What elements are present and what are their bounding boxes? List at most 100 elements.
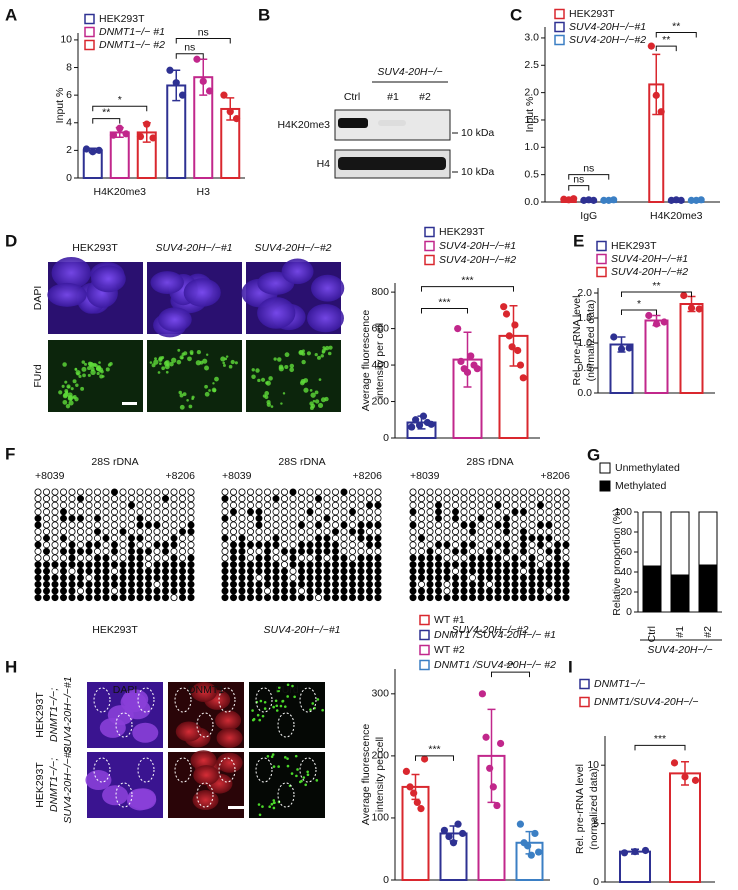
cpg-site [511,488,519,496]
cpg-site [255,594,263,602]
label: DAPI [113,684,138,696]
legend-swatch [554,34,565,46]
cpg-site [170,567,178,575]
data-point [570,195,578,203]
data-point [116,124,124,132]
cpg-site [127,501,135,509]
cpg-site [443,514,451,522]
cpg-site [246,488,254,496]
outline [115,782,133,808]
nucleus [216,727,243,748]
cpg-site [306,594,314,602]
cpg-site [178,534,186,542]
data-point [505,332,513,340]
cpg-site [331,541,339,549]
cpg-site [77,541,85,549]
cpg-site [468,528,476,536]
label: 0 [383,874,389,886]
cpg-site [136,528,144,536]
cpg-site [331,495,339,503]
cpg-site [136,534,144,542]
cpg-site [331,488,339,496]
cpg-site [494,554,502,562]
cpg-site [537,587,545,595]
data-point [500,303,508,311]
legend-swatch [554,8,565,20]
label: 1.5 [524,114,539,126]
cpg-site [314,580,322,588]
micrograph [249,682,325,748]
cpg-site [34,561,42,569]
foci [92,362,97,367]
cpg-site [417,574,425,582]
cpg-site [562,587,570,595]
cpg-site [357,521,365,529]
cpg-site [85,541,93,549]
sig-bracket [634,744,686,751]
foci [65,404,71,409]
cpg-site [434,567,442,575]
data-point [172,79,180,87]
cpg-site [485,495,493,503]
cpg-site [34,534,42,542]
data-point [467,352,475,360]
cpg-site [280,508,288,516]
nucleus [91,265,126,293]
cpg-site [221,574,229,582]
cpg-site [451,514,459,522]
cpg-site [178,567,186,575]
cpg-site [85,521,93,529]
foci [72,396,75,399]
cpg-site [111,561,119,569]
cpg-site [340,547,348,555]
foci [277,357,282,362]
cpg-site [297,574,305,582]
label: 0 [66,172,72,184]
cpg-site [255,567,263,575]
cpg-site [554,554,562,562]
cpg-site [460,501,468,509]
cpg-site [111,567,119,575]
cpg-site [426,580,434,588]
cpg-site [365,567,373,575]
label: HEK293T [99,13,145,25]
cpg-site [238,580,246,588]
cpg-site [340,587,348,595]
cpg-site [434,528,442,536]
cpg-site [537,501,545,509]
cpg-site [460,574,468,582]
cpg-site [34,528,42,536]
bar-segment [670,511,690,576]
cpg-site [94,501,102,509]
cpg-site [417,567,425,575]
cpg-site [102,541,110,549]
error-bar [199,58,208,96]
foci [268,805,271,809]
cpg-site [460,528,468,536]
foci [289,367,295,373]
cpg-site [280,528,288,536]
label: ** [662,34,670,46]
cpg-site [178,528,186,536]
label: Ctrl [646,626,658,642]
cpg-site [520,547,528,555]
cpg-site [562,508,570,516]
label: intensity per cell [374,323,386,398]
cpg-site [153,528,161,536]
data-point [226,108,234,116]
foci [303,387,309,393]
data-point [691,776,700,784]
cpg-site [374,561,382,569]
cpg-site [51,528,59,536]
cpg-site [528,587,536,595]
cpg-site [272,534,280,542]
outline [299,687,317,713]
cpg-site [331,567,339,575]
cpg-site [102,501,110,509]
cpg-site [77,514,85,522]
foci [62,399,68,405]
cpg-site [323,528,331,536]
cpg-site [443,547,451,555]
cpg-site [331,554,339,562]
error-bar [463,331,472,388]
